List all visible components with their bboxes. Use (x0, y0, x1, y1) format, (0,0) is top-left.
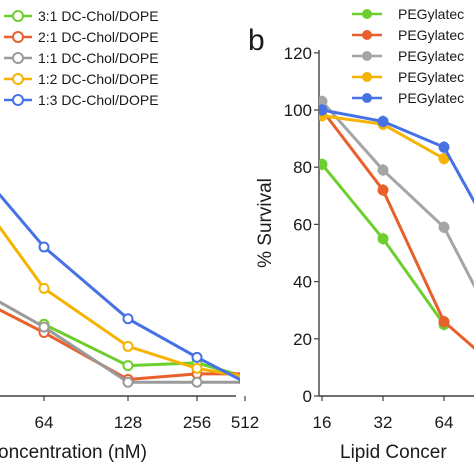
panel-a-legend-label: 1:1 DC-Chol/DOPE (38, 50, 159, 66)
panel-a-legend-marker (12, 73, 24, 85)
panel-b-y-tick-label: 40 (293, 273, 312, 292)
panel-a-x-tick-label: 128 (114, 413, 142, 432)
panel-a-x-tick-label: 64 (35, 413, 54, 432)
panel-a-point-1-2-dc-chol-dope (122, 340, 134, 352)
panel-a-x-tick-label: 512 (231, 413, 259, 432)
panel-a-x-ticks: 64 128 256 512 (35, 396, 259, 432)
panel-a-point-1-2-dc-chol-dope (191, 362, 203, 374)
panel-a-legend-label: 2:1 DC-Chol/DOPE (38, 29, 159, 45)
panel-b-x-tick-label: 16 (313, 413, 332, 432)
panel-b-y-tick-label: 100 (284, 101, 312, 120)
panel-a-point-1-1-dc-chol-dope (239, 379, 240, 385)
panel-a-legend-label: 1:2 DC-Chol/DOPE (38, 71, 159, 87)
panel-a-point-3-1-dc-chol-dope (122, 360, 134, 372)
panel-a-point-1-3-dc-chol-dope (122, 313, 134, 325)
panel-a-point-1-1-dc-chol-dope (191, 376, 203, 388)
panel-b-series (319, 95, 474, 350)
panel-b-y-tick-label: 80 (293, 158, 312, 177)
panel-a-x-tick-label: 256 (183, 413, 211, 432)
panel-a-series (0, 192, 240, 388)
panel-b-legend-marker (362, 30, 372, 40)
panel-a-point-2-1-dc-chol-dope (239, 371, 240, 377)
panel-a-point-1-3-dc-chol-dope (38, 241, 50, 253)
panel-b-legend-marker (362, 72, 372, 82)
panel-b-legend-marker (362, 51, 372, 61)
panel-b-legend-label: PEGylatec (398, 90, 464, 106)
panel-b-point-1 (319, 158, 328, 170)
panel-b-line-5 (321, 108, 474, 205)
panel-a-point-1-3-dc-chol-dope (191, 351, 203, 363)
panel-b-x-tick-label: 64 (435, 413, 454, 432)
panel-b-legend-label: PEGylatec (398, 27, 464, 43)
panel-b-letter: b (248, 24, 265, 57)
panel-b-legend-label: PEGylatec (398, 6, 464, 22)
panel-b-legend-marker (362, 93, 372, 103)
panel-b-point-2 (377, 184, 389, 196)
panel-b-x-tick-label: 32 (374, 413, 393, 432)
panel-b-y-ticks: 0 20 40 60 80 100 120 (284, 44, 319, 406)
panel-b-x-ticks: 16 32 64 (313, 396, 454, 432)
panel-a-point-1-2-dc-chol-dope (38, 282, 50, 294)
panel-a-point-3-1-dc-chol-dope (239, 374, 240, 379)
panel-a-point-1-1-dc-chol-dope (38, 321, 50, 333)
panel-b-line-2 (320, 109, 474, 350)
panel-b-point-5 (377, 115, 389, 127)
panel-b-chart: b 0 20 40 60 80 100 120 16 32 64 % Survival Lipi… (248, 6, 474, 463)
panel-b-line-3 (320, 100, 474, 289)
panel-b-y-tick-label: 0 (303, 387, 312, 406)
panel-b-y-tick-label: 20 (293, 330, 312, 349)
panel-a-legend-label: 1:3 DC-Chol/DOPE (38, 92, 159, 108)
panel-a-legend: 3:1 DC-Chol/DOPE 2:1 DC-Chol/DOPE 1:1 DC-C… (4, 8, 159, 108)
panel-b-point-1 (377, 233, 389, 245)
panel-a-chart: 64 128 256 512 oncentration (nM) 3:1 DC-Cho… (0, 8, 259, 463)
panel-b-y-tick-label: 120 (284, 44, 312, 63)
panel-b-y-tick-label: 60 (293, 215, 312, 234)
panel-a-point-1-2-dc-chol-dope (239, 374, 240, 379)
panel-b-legend-label: PEGylatec (398, 69, 464, 85)
panel-a-line-1-3-dc-chol-dope (0, 192, 240, 382)
panel-b-legend: PEGylatec PEGylatec PEGylatec PEGylatec PEGy… (352, 6, 464, 106)
panel-a-legend-marker (12, 52, 24, 64)
panel-b-point-3 (438, 221, 450, 233)
panel-a-legend-marker (12, 10, 24, 22)
panel-b-legend-marker (362, 9, 372, 19)
panel-a-legend-marker (12, 31, 24, 43)
panel-a-legend-label: 3:1 DC-Chol/DOPE (38, 8, 159, 24)
panel-a-point-1-1-dc-chol-dope (122, 376, 134, 388)
panel-a-x-axis-title: oncentration (nM) (0, 442, 147, 463)
panel-b-point-3 (377, 164, 389, 176)
panel-b-x-axis-title: Lipid Concer (340, 442, 447, 463)
panel-a-point-1-3-dc-chol-dope (239, 379, 240, 385)
panel-b-legend-label: PEGylatec (398, 48, 464, 64)
panel-b-point-5 (319, 104, 328, 116)
panel-b-y-axis-title: % Survival (255, 178, 276, 268)
panel-b-point-5 (438, 141, 450, 153)
panel-a-legend-marker (12, 94, 24, 106)
panel-b-point-2 (438, 316, 450, 328)
